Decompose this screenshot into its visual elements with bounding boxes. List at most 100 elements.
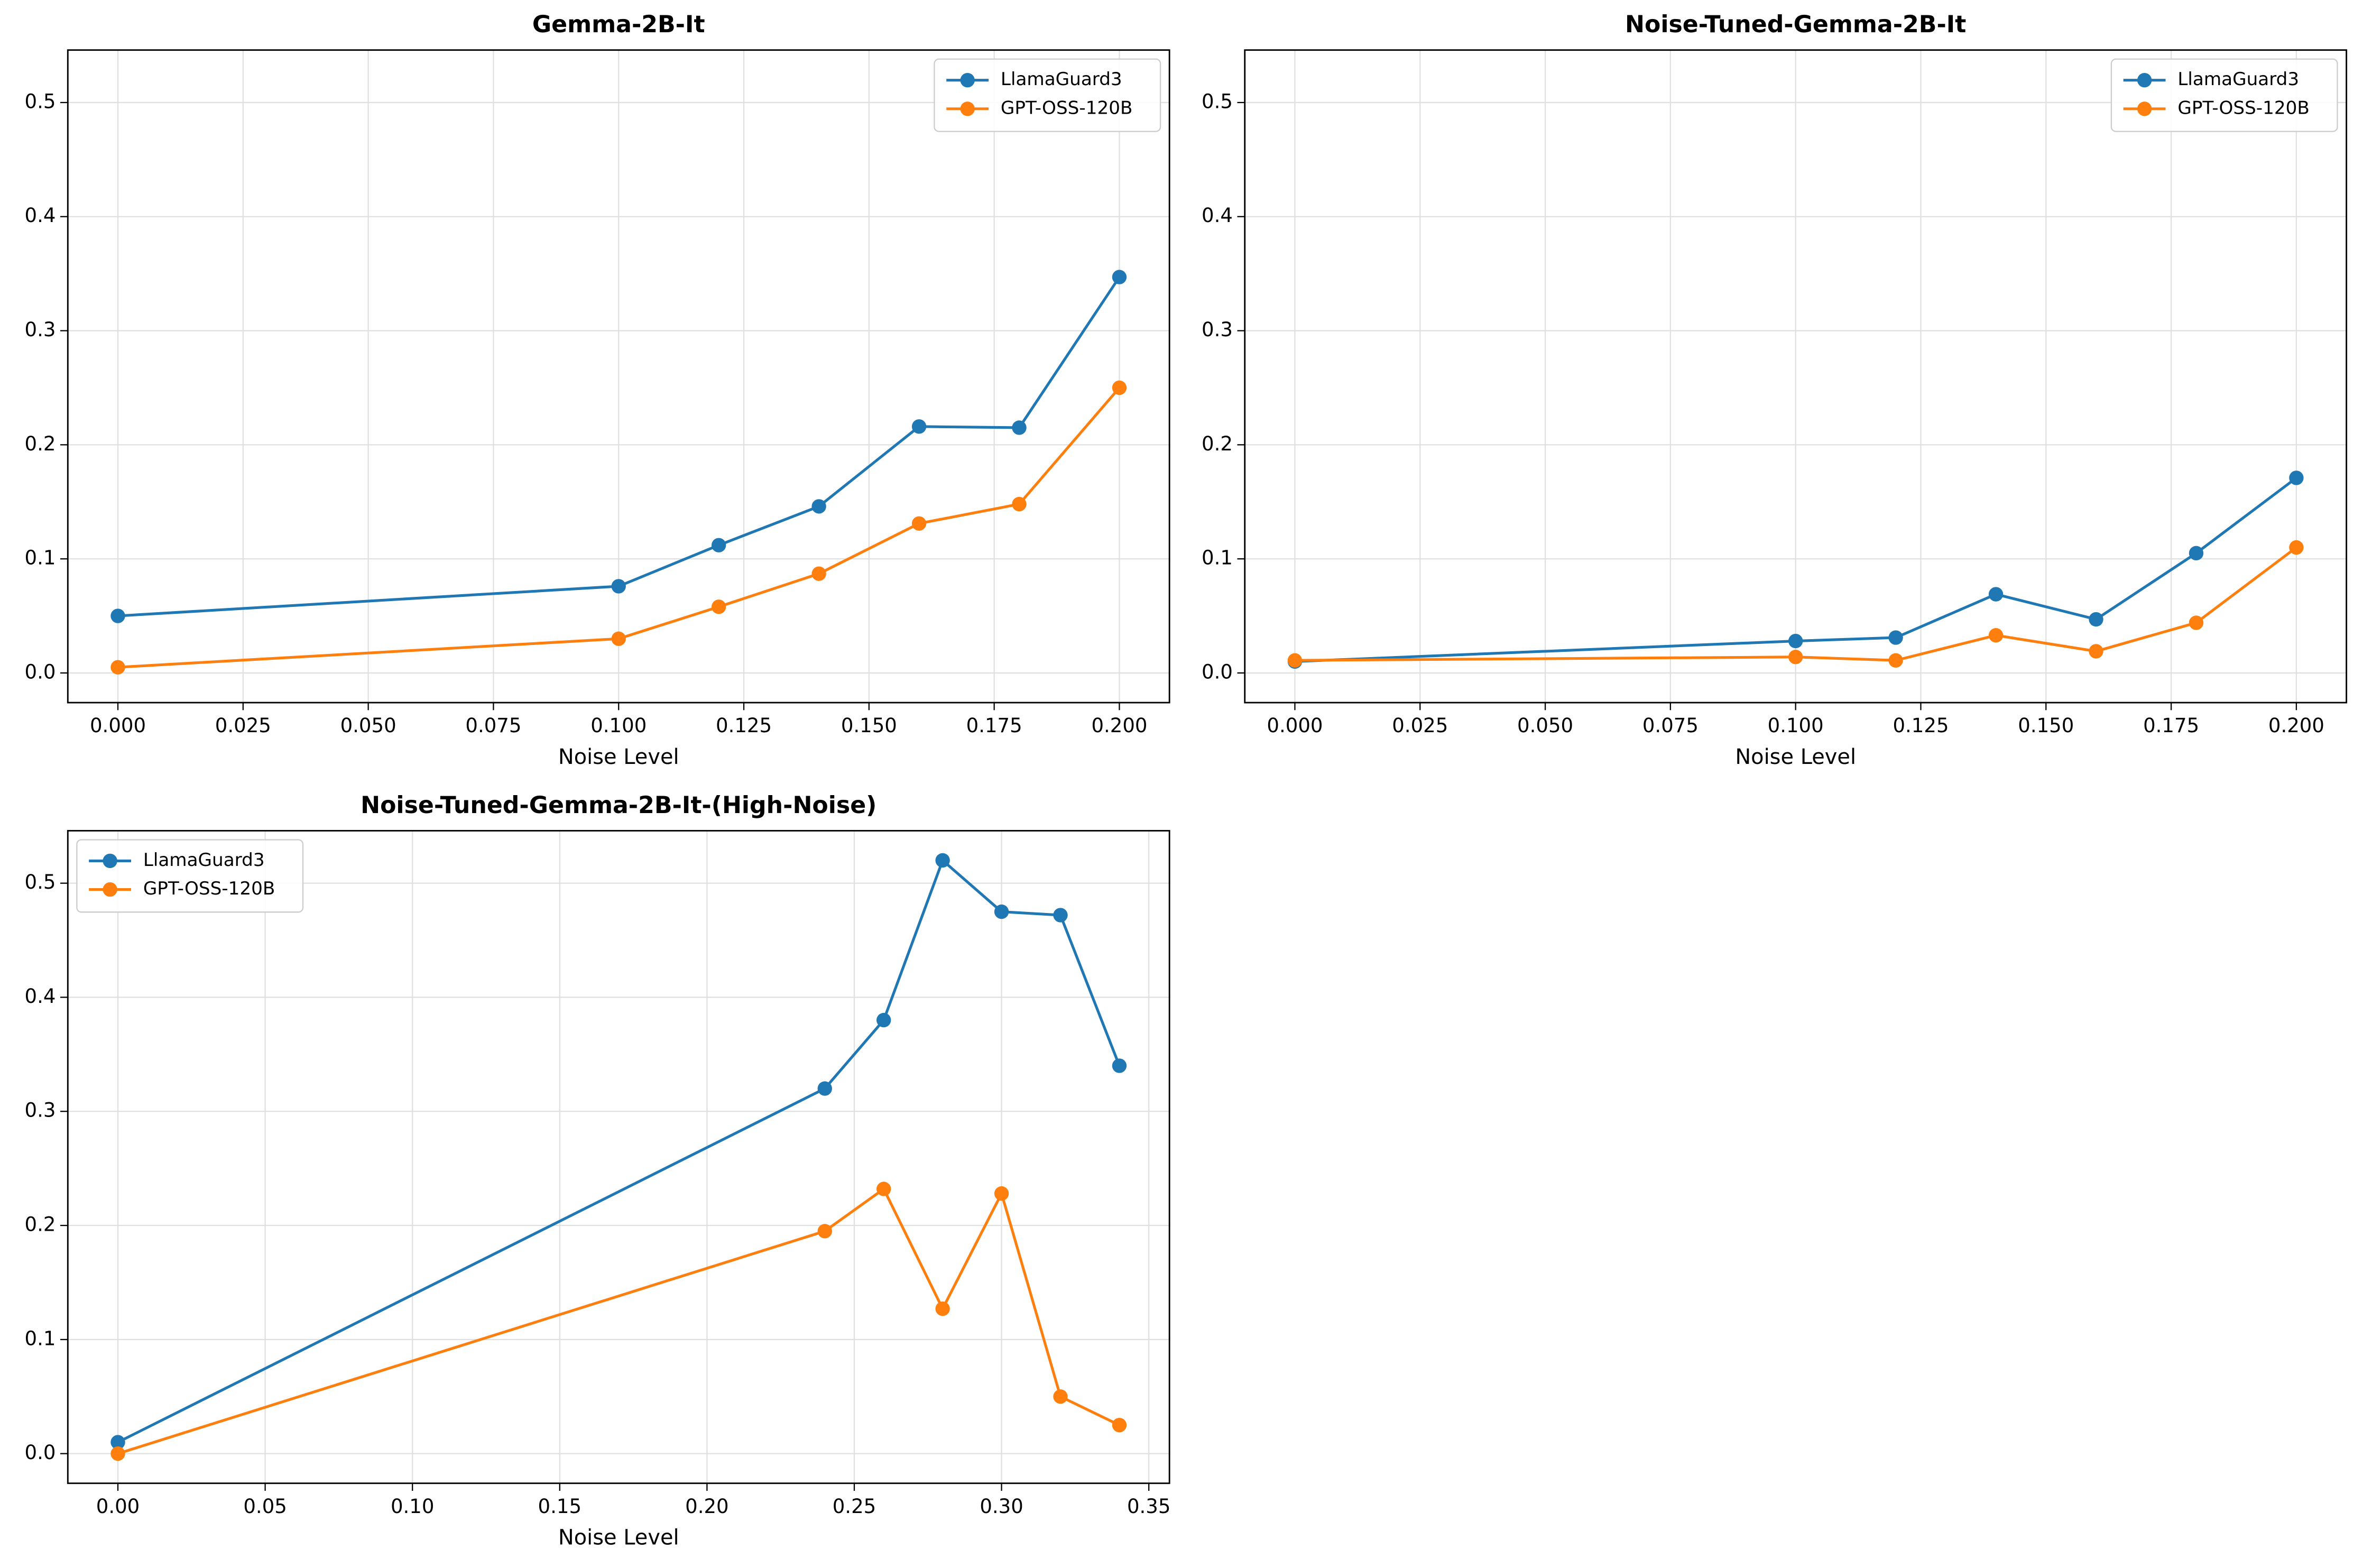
legend: LlamaGuard3 GPT-OSS-120B [76, 839, 304, 913]
series-line [117, 1187, 1120, 1455]
x-tick-label: 0.025 [1392, 714, 1448, 737]
marker [712, 538, 726, 552]
marker [1053, 908, 1068, 923]
legend-box [934, 58, 1161, 132]
x-tick-label: 0.075 [465, 714, 521, 737]
marker [110, 660, 125, 675]
legend-label: GPT-OSS-120B [2177, 97, 2310, 118]
marker [2289, 540, 2304, 555]
marker [2189, 615, 2204, 630]
x-tick-label: 0.35 [1127, 1495, 1171, 1518]
marker [811, 566, 826, 581]
legend-box [2110, 58, 2338, 132]
marker [1112, 1418, 1127, 1433]
x-tick-label: 0.05 [243, 1495, 287, 1518]
legend-box [76, 839, 304, 913]
subplot-title: Noise-Tuned-Gemma-2B-It-(High-Noise) [361, 792, 876, 819]
marker [935, 853, 950, 868]
marker [1888, 630, 1903, 645]
legend-marker [2137, 102, 2152, 116]
marker [110, 1435, 125, 1450]
x-tick-label: 0.175 [2143, 714, 2199, 737]
y-tick-label: 0.3 [25, 1099, 56, 1122]
x-tick-label: 0.10 [391, 1495, 435, 1518]
axes-frame [67, 829, 1170, 1484]
marker [611, 579, 626, 594]
marker [817, 1081, 832, 1096]
axes-frame [67, 49, 1170, 704]
marker [811, 499, 826, 514]
y-tick-label: 0.0 [25, 1441, 56, 1464]
x-tick-label: 0.200 [2268, 714, 2324, 737]
axes-frame [1244, 49, 2348, 704]
x-tick-label: 0.175 [966, 714, 1022, 737]
marker [110, 1446, 125, 1461]
x-tick-label: 0.075 [1642, 714, 1699, 737]
x-tick-label: 0.100 [1768, 714, 1824, 737]
y-tick-label: 0.4 [1202, 204, 1233, 227]
subplot: Noise-Tuned-Gemma-2B-It-(High-Noise)0.00… [25, 792, 1171, 1550]
marker [611, 631, 626, 646]
x-tick-label: 0.050 [340, 714, 396, 737]
marker [2289, 471, 2304, 485]
x-axis-label: Noise Level [1735, 745, 1856, 769]
y-tick-label: 0.2 [25, 432, 56, 455]
marker [1112, 380, 1127, 395]
legend: LlamaGuard3 GPT-OSS-120B [934, 58, 1161, 132]
subplot-title: Noise-Tuned-Gemma-2B-It [1625, 11, 1966, 38]
marker [1287, 653, 1303, 668]
marker [1112, 1058, 1127, 1073]
marker [911, 419, 927, 434]
marker [876, 1182, 891, 1196]
x-tick-label: 0.25 [833, 1495, 876, 1518]
subplot: Gemma-2B-It 0.000 0.025 0.050 0.075 0.100 0.12… [25, 11, 1170, 769]
x-tick-label: 0.125 [1893, 714, 1949, 737]
marker [994, 1186, 1009, 1201]
marker [110, 608, 125, 623]
marker [935, 1301, 950, 1316]
y-tick-label: 0.1 [25, 547, 56, 569]
marker [2089, 612, 2103, 627]
x-tick-label: 0.000 [1267, 714, 1323, 737]
y-tick-label: 0.4 [25, 985, 56, 1008]
subplot-title: Gemma-2B-It [532, 11, 705, 38]
y-tick-label: 0.2 [25, 1213, 56, 1236]
marker [911, 516, 927, 531]
marker [1788, 650, 1803, 665]
marker [1888, 653, 1903, 668]
y-tick-label: 0.3 [1202, 318, 1233, 341]
legend-label: LlamaGuard3 [2177, 69, 2299, 90]
x-tick-label: 0.200 [1091, 714, 1147, 737]
y-tick-label: 0.4 [25, 204, 56, 227]
marker [1012, 496, 1027, 512]
legend-marker [103, 853, 117, 869]
legend-label: LlamaGuard3 [143, 850, 265, 871]
x-tick-label: 0.000 [90, 714, 146, 737]
marker [2189, 546, 2204, 561]
x-tick-label: 0.00 [96, 1495, 140, 1518]
marker [994, 904, 1009, 919]
legend: LlamaGuard3 GPT-OSS-120B [2110, 58, 2338, 132]
marker [1112, 270, 1127, 284]
legend-label: LlamaGuard3 [1001, 69, 1122, 90]
marker [1788, 633, 1803, 649]
x-tick-label: 0.150 [841, 714, 897, 737]
y-tick-label: 0.5 [1202, 90, 1233, 113]
marker [1988, 628, 2004, 643]
marker [1988, 587, 2004, 602]
legend-marker [960, 102, 975, 116]
y-tick-label: 0.1 [25, 1327, 56, 1350]
legend-marker [103, 882, 117, 897]
marker [1012, 420, 1027, 435]
subplot: Noise-Tuned-Gemma-2B-It 0.000 0.025 0.050 0.… [1202, 11, 2348, 769]
x-tick-label: 0.125 [716, 714, 772, 737]
x-tick-label: 0.30 [980, 1495, 1023, 1518]
y-tick-label: 0.1 [1202, 547, 1233, 569]
series-line [117, 858, 1121, 1444]
x-tick-label: 0.15 [538, 1495, 582, 1518]
x-tick-label: 0.050 [1517, 714, 1573, 737]
legend-label: GPT-OSS-120B [143, 878, 275, 899]
x-axis-label: Noise Level [558, 1526, 679, 1550]
